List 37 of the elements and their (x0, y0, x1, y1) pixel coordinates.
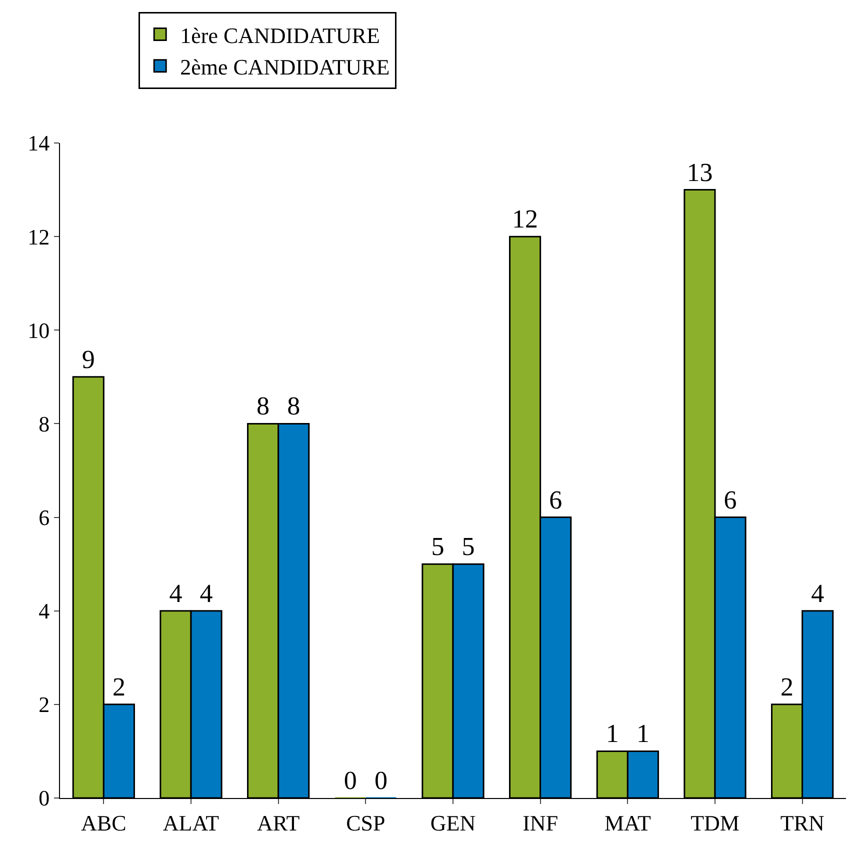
legend-label: 1ère CANDIDATURE (180, 22, 380, 48)
data-label: 4 (200, 578, 213, 608)
y-tick-label: 10 (28, 318, 50, 343)
data-label: 5 (462, 532, 475, 562)
data-label: 9 (82, 344, 95, 374)
data-label: 0 (374, 766, 388, 795)
x-tick-label: MAT (604, 810, 652, 836)
data-label: 5 (431, 532, 444, 562)
x-tick-label: CSP (346, 810, 386, 836)
data-label: 8 (287, 392, 300, 421)
data-label: 1 (636, 719, 650, 748)
y-tick-label: 14 (28, 130, 50, 156)
y-tick-label: 4 (38, 598, 50, 624)
data-label: 4 (169, 578, 182, 608)
data-label: 1 (606, 719, 619, 748)
x-tick-label: GEN (430, 810, 476, 836)
x-tick-label: INF (522, 810, 558, 836)
y-tick-label: 12 (28, 224, 50, 250)
x-tick-label: TDM (690, 810, 740, 836)
y-tick-label: 6 (38, 504, 50, 530)
data-label: 2 (112, 672, 126, 702)
data-label: 12 (512, 204, 538, 234)
data-label: 6 (549, 485, 562, 514)
x-tick-label: TRN (780, 810, 824, 836)
data-label: 2 (780, 672, 794, 702)
x-tick-label: ART (256, 810, 300, 836)
data-label: 4 (811, 578, 824, 608)
x-tick-label: ALAT (162, 810, 220, 836)
y-tick-label: 2 (38, 692, 50, 718)
data-label: 0 (344, 766, 357, 795)
data-label: 6 (724, 485, 737, 514)
y-tick-label: 0 (38, 786, 50, 811)
data-label: 8 (256, 392, 270, 421)
data-label: 13 (686, 158, 713, 187)
x-tick-label: ABC (81, 810, 126, 836)
y-tick-label: 8 (38, 411, 50, 436)
legend-label: 2ème CANDIDATURE (180, 54, 390, 80)
